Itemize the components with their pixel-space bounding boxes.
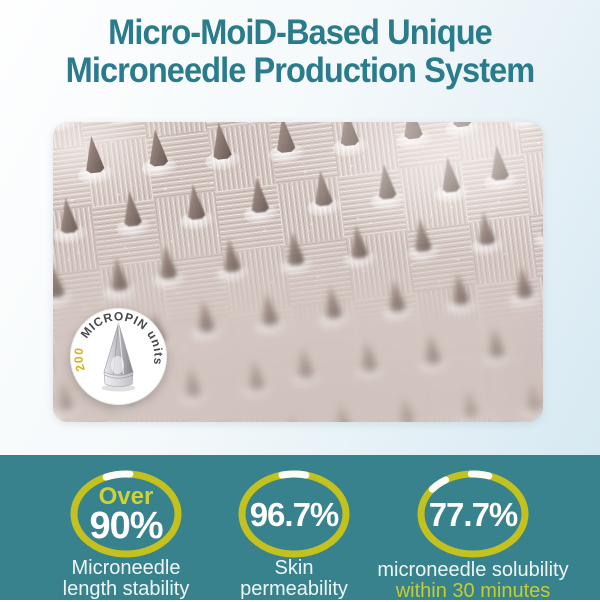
stat-2-value-group: 96.7% (233, 467, 355, 561)
title-line-2: Microneedle Production System (21, 52, 579, 90)
stat-1-value-group: Over 90% (65, 467, 187, 561)
stat-1-label: Microneedle length stability (36, 558, 216, 600)
stat-2-label: Skin permeability (204, 558, 384, 600)
stat-1-value: 90% (89, 508, 162, 544)
stat-3-value-group: 77.7% (412, 467, 534, 561)
title-line-1: Micro-MoiD-Based Unique (21, 14, 579, 52)
micropin-badge: 200 MICROPIN units (70, 308, 167, 405)
badge-number: 200 (71, 346, 87, 373)
stat-2-value: 96.7% (250, 498, 339, 531)
stat-3-value: 77.7% (429, 498, 518, 531)
stats-band: Over 90% 96.7% 77.7% Microneedle length … (0, 455, 600, 600)
page-title: Micro-MoiD-Based Unique Microneedle Prod… (21, 14, 579, 90)
stat-3-label: microneedle solubility within 30 minutes (358, 560, 588, 602)
